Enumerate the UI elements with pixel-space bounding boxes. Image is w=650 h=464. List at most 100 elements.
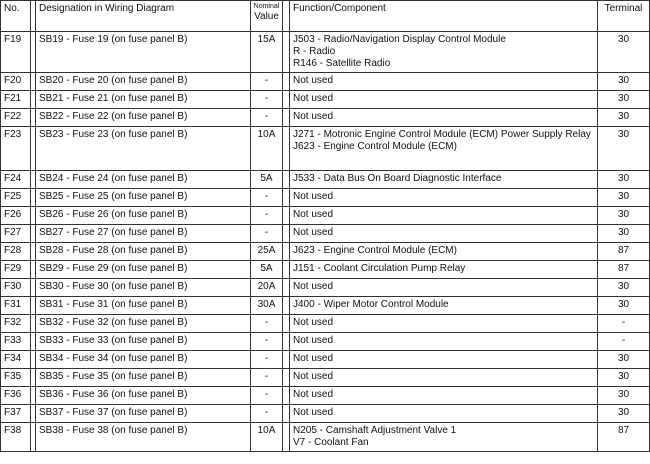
table-row: F24 SB24 - Fuse 24 (on fuse panel B) 5A J53… (0, 170, 650, 189)
designation: SB30 - Fuse 30 (on fuse panel B) (35, 278, 251, 297)
function-line: Not used (293, 389, 334, 400)
function-line: V7 - Coolant Fan (293, 437, 369, 448)
header-function: Function/Component (289, 0, 598, 32)
function-line: Not used (293, 281, 334, 292)
table-row: F30 SB30 - Fuse 30 (on fuse panel B) 20A No… (0, 278, 650, 297)
function-component: Not used (289, 314, 598, 333)
function-component: J623 - Engine Control Module (ECM) (289, 242, 598, 261)
designation: SB36 - Fuse 36 (on fuse panel B) (35, 386, 251, 405)
divider (282, 72, 290, 91)
function-component: Not used (289, 278, 598, 297)
function-line: Not used (293, 227, 334, 238)
table-row: F28 SB28 - Fuse 28 (on fuse panel B) 25A J6… (0, 242, 650, 261)
divider (282, 278, 290, 297)
function-line: J151 - Coolant Circulation Pump Relay (293, 263, 466, 274)
table-row: F25 SB25 - Fuse 25 (on fuse panel B) - Not … (0, 188, 650, 207)
divider (282, 386, 290, 405)
divider (282, 188, 290, 207)
table-row: F21 SB21 - Fuse 21 (on fuse panel B) - Not … (0, 90, 650, 109)
fuse-number: F30 (0, 278, 31, 297)
terminal: 30 (597, 350, 650, 369)
header-row: No. Designation in Wiring Diagram Nomina… (0, 0, 650, 32)
header-value: Value (254, 11, 279, 22)
divider (282, 31, 290, 73)
nominal-value: 5A (250, 260, 283, 279)
function-line: Not used (293, 191, 334, 202)
function-component: Not used (289, 90, 598, 109)
function-line: Not used (293, 75, 334, 86)
fuse-table: No. Designation in Wiring Diagram Nomina… (0, 0, 650, 452)
fuse-number: F37 (0, 404, 31, 423)
fuse-number: F23 (0, 126, 31, 171)
fuse-number: F27 (0, 224, 31, 243)
terminal: 30 (597, 224, 650, 243)
table-row: F34 SB34 - Fuse 34 (on fuse panel B) - Not … (0, 350, 650, 369)
fuse-number: F19 (0, 31, 31, 73)
function-component: Not used (289, 350, 598, 369)
function-line: J623 - Engine Control Module (ECM) (293, 141, 457, 152)
divider (282, 108, 290, 127)
function-line: J623 - Engine Control Module (ECM) (293, 245, 457, 256)
header-terminal: Terminal (597, 0, 650, 32)
designation: SB25 - Fuse 25 (on fuse panel B) (35, 188, 251, 207)
divider (282, 170, 290, 189)
nominal-value: - (250, 386, 283, 405)
designation: SB32 - Fuse 32 (on fuse panel B) (35, 314, 251, 333)
designation: SB34 - Fuse 34 (on fuse panel B) (35, 350, 251, 369)
designation: SB19 - Fuse 19 (on fuse panel B) (35, 31, 251, 73)
designation: SB21 - Fuse 21 (on fuse panel B) (35, 90, 251, 109)
designation: SB33 - Fuse 33 (on fuse panel B) (35, 332, 251, 351)
nominal-value: - (250, 206, 283, 225)
divider (282, 350, 290, 369)
nominal-value: - (250, 224, 283, 243)
terminal: 30 (597, 386, 650, 405)
terminal: 30 (597, 278, 650, 297)
function-component: J503 - Radio/Navigation Display Control … (289, 31, 598, 73)
designation: SB35 - Fuse 35 (on fuse panel B) (35, 368, 251, 387)
nominal-value: 10A (250, 126, 283, 171)
function-component: J271 - Motronic Engine Control Module (E… (289, 126, 598, 171)
designation: SB27 - Fuse 27 (on fuse panel B) (35, 224, 251, 243)
table-row: F29 SB29 - Fuse 29 (on fuse panel B) 5A J15… (0, 260, 650, 279)
table-row: F20 SB20 - Fuse 20 (on fuse panel B) - Not … (0, 72, 650, 91)
fuse-number: F31 (0, 296, 31, 315)
terminal: 30 (597, 72, 650, 91)
function-component: Not used (289, 368, 598, 387)
function-line: Not used (293, 353, 334, 364)
designation: SB29 - Fuse 29 (on fuse panel B) (35, 260, 251, 279)
designation: SB28 - Fuse 28 (on fuse panel B) (35, 242, 251, 261)
nominal-value: 5A (250, 170, 283, 189)
fuse-number: F34 (0, 350, 31, 369)
terminal: 30 (597, 188, 650, 207)
terminal: - (597, 332, 650, 351)
function-component: Not used (289, 386, 598, 405)
fuse-number: F36 (0, 386, 31, 405)
divider (282, 422, 290, 452)
fuse-number: F29 (0, 260, 31, 279)
divider (282, 242, 290, 261)
terminal: 30 (597, 126, 650, 171)
fuse-number: F33 (0, 332, 31, 351)
terminal: 30 (597, 368, 650, 387)
divider (282, 206, 290, 225)
header-nominal-small: Nominal (253, 3, 280, 10)
designation: SB38 - Fuse 38 (on fuse panel B) (35, 422, 251, 452)
table-row: F32 SB32 - Fuse 32 (on fuse panel B) - Not … (0, 314, 650, 333)
function-line: Not used (293, 407, 334, 418)
table-row: F33 SB33 - Fuse 33 (on fuse panel B) - Not … (0, 332, 650, 351)
nominal-value: - (250, 350, 283, 369)
designation: SB31 - Fuse 31 (on fuse panel B) (35, 296, 251, 315)
function-component: Not used (289, 224, 598, 243)
nominal-value: 20A (250, 278, 283, 297)
function-component: Not used (289, 188, 598, 207)
terminal: 30 (597, 296, 650, 315)
terminal: 30 (597, 206, 650, 225)
terminal: - (597, 314, 650, 333)
nominal-value: - (250, 332, 283, 351)
divider (282, 314, 290, 333)
fuse-number: F24 (0, 170, 31, 189)
function-component: Not used (289, 108, 598, 127)
function-line: Not used (293, 93, 334, 104)
designation: SB26 - Fuse 26 (on fuse panel B) (35, 206, 251, 225)
nominal-value: 30A (250, 296, 283, 315)
